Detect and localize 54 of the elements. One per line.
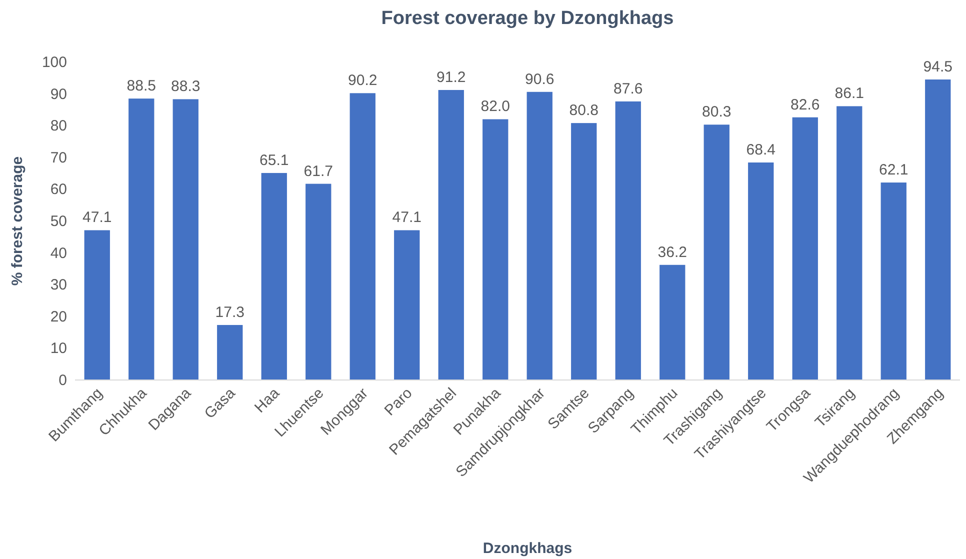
data-label: 65.1 [260,152,289,169]
y-tick-label: 10 [50,340,67,358]
bar [84,230,110,380]
data-label: 47.1 [82,209,112,226]
data-label: 88.5 [126,78,156,95]
data-label: 36.2 [658,244,687,261]
y-tick-label: 50 [50,213,67,230]
bar [880,182,906,380]
data-label: 90.2 [348,72,378,90]
y-tick-label: 40 [50,244,67,262]
data-label: 80.8 [569,102,598,120]
chart-title: Forest coverage by Dzongkhags [381,8,674,29]
bar [748,162,774,380]
y-tick-label: 90 [50,86,67,103]
y-tick-label: 70 [50,149,67,166]
data-label: 61.7 [304,162,333,180]
x-axis-title: Dzongkhags [482,540,572,557]
bar [925,79,951,380]
data-label: 62.1 [879,162,908,179]
bar [571,123,597,380]
bar [526,92,552,380]
y-tick-label: 0 [58,372,67,389]
data-label: 82.0 [480,98,510,116]
data-label: 17.3 [215,304,244,321]
y-tick-label: 20 [50,308,67,326]
bar [792,117,818,380]
bar [704,124,730,380]
y-axis-title: % forest coverage [9,156,26,286]
bar [172,99,198,380]
bar [128,98,154,380]
data-label: 47.1 [392,209,422,226]
bar [306,184,332,380]
data-label: 94.5 [923,58,952,76]
data-label: 91.2 [436,68,466,86]
bar [660,264,686,380]
bar [615,101,641,380]
bar [438,90,464,380]
data-label: 82.6 [790,96,820,114]
data-label: 80.3 [702,104,732,121]
data-label: 86.1 [834,85,864,102]
y-tick-label: 30 [50,276,67,294]
data-label: 88.3 [171,78,200,96]
data-label: 87.6 [614,80,643,98]
data-label: 68.4 [746,141,776,158]
bar [350,93,376,380]
data-label: 90.6 [525,70,554,88]
bar [394,230,420,380]
bar [217,324,243,380]
bar [836,106,862,380]
bar [482,119,508,380]
y-tick-label: 80 [50,118,67,135]
bar [261,172,287,380]
y-tick-label: 60 [50,181,67,198]
y-tick-label: 100 [42,54,67,71]
